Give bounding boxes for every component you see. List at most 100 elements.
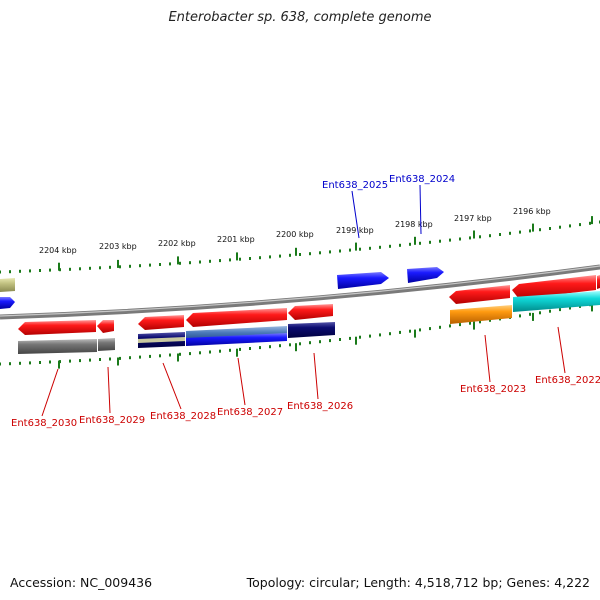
minor-tick	[309, 341, 311, 345]
gene-feature-olive[interactable]	[0, 278, 15, 292]
minor-tick	[519, 230, 521, 234]
gene-feature-ent638-2024[interactable]	[407, 267, 444, 283]
minor-tick	[209, 259, 211, 263]
gene-label[interactable]: Ent638_2027	[217, 407, 283, 418]
minor-tick	[379, 245, 381, 249]
minor-tick	[149, 354, 151, 358]
minor-tick	[89, 266, 91, 270]
minor-tick	[319, 340, 321, 344]
minor-tick	[329, 250, 331, 254]
minor-tick	[449, 238, 451, 242]
minor-tick	[429, 327, 431, 331]
genome-title: Enterobacter sp. 638, complete genome	[168, 10, 432, 25]
minor-tick	[419, 328, 421, 332]
minor-tick	[219, 259, 221, 263]
gene-feature-blue-left[interactable]	[0, 297, 15, 309]
minor-tick	[269, 255, 271, 259]
gene-arrow-ent638-2029[interactable]	[97, 320, 114, 333]
minor-tick	[0, 270, 1, 274]
minor-tick	[389, 244, 391, 248]
minor-tick	[559, 308, 561, 312]
gene-bar-gray-2[interactable]	[98, 338, 115, 351]
major-tick	[236, 348, 238, 357]
minor-tick	[369, 246, 371, 250]
minor-tick	[149, 263, 151, 267]
minor-tick	[349, 248, 351, 252]
gene-feature-ent638-2025[interactable]	[337, 272, 389, 289]
gene-label[interactable]: Ent638_2026	[287, 401, 353, 412]
minor-tick	[489, 318, 491, 322]
minor-tick	[359, 335, 361, 339]
gene-label[interactable]: Ent638_2029	[79, 415, 145, 426]
minor-tick	[439, 325, 441, 329]
minor-tick	[199, 260, 201, 264]
gene-label[interactable]: Ent638_2022	[535, 375, 600, 386]
gene-labels-bottom: Ent638_2030 Ent638_2029 Ent638_2028 Ent6…	[11, 375, 600, 429]
gene-label[interactable]: Ent638_2030	[11, 418, 77, 429]
minor-tick	[79, 267, 81, 271]
minor-tick	[139, 264, 141, 268]
gene-arrow-ent638-2027[interactable]	[186, 308, 287, 327]
minor-tick	[349, 336, 351, 340]
gene-arrow-ent638-2030[interactable]	[18, 320, 96, 335]
major-tick	[532, 223, 534, 232]
gene-bar-orange[interactable]	[450, 305, 512, 324]
gene-arrow-edge[interactable]	[597, 275, 600, 289]
minor-tick	[339, 338, 341, 341]
minor-tick	[519, 314, 521, 318]
minor-tick	[459, 323, 461, 327]
gene-bar-navy[interactable]	[288, 322, 335, 338]
minor-tick	[589, 221, 591, 225]
major-tick	[591, 303, 593, 312]
minor-tick	[409, 329, 411, 333]
minor-tick	[159, 354, 161, 358]
minor-tick	[99, 266, 101, 270]
minor-tick	[289, 253, 291, 257]
scale-label: 2201 kbp	[217, 235, 255, 244]
major-tick	[117, 259, 119, 268]
minor-tick	[369, 334, 371, 338]
minor-tick	[109, 357, 111, 361]
gene-arrow-ent638-2026[interactable]	[288, 304, 333, 320]
minor-tick	[309, 252, 311, 256]
minor-tick	[79, 359, 81, 363]
minor-tick	[389, 332, 391, 336]
minor-tick	[19, 361, 21, 365]
minor-tick	[529, 312, 531, 316]
minor-tick	[279, 344, 281, 348]
minor-tick	[69, 267, 71, 271]
minor-tick	[359, 247, 361, 251]
gene-arrow-ent638-2028[interactable]	[138, 315, 184, 330]
major-tick	[355, 242, 357, 251]
gene-arrow-ent638-2023[interactable]	[449, 285, 510, 304]
minor-tick	[319, 251, 321, 255]
forward-strand-features	[0, 267, 444, 309]
major-tick	[295, 343, 297, 352]
minor-tick	[489, 234, 491, 238]
top-leader-lines	[351, 184, 422, 239]
gene-label[interactable]: Ent638_2024	[389, 174, 455, 185]
minor-tick	[169, 262, 171, 266]
gene-label[interactable]: Ent638_2025	[322, 180, 388, 191]
minor-tick	[29, 361, 31, 365]
minor-tick	[569, 224, 571, 228]
minor-tick	[569, 306, 571, 310]
reverse-strand-features	[18, 275, 600, 354]
scale-label: 2202 kbp	[158, 239, 196, 248]
scale-ticks-outer	[0, 216, 600, 274]
minor-tick	[199, 351, 201, 355]
scale-label: 2199 kbp	[336, 226, 374, 235]
minor-tick	[99, 358, 101, 361]
gene-bar-blue[interactable]	[186, 333, 287, 346]
minor-tick	[189, 261, 191, 265]
scale-label: 2203 kbp	[99, 242, 137, 251]
minor-tick	[429, 240, 431, 244]
gene-arrow-ent638-2022[interactable]	[512, 275, 596, 299]
gene-bar-cyan[interactable]	[513, 291, 600, 312]
major-tick	[295, 247, 297, 256]
minor-tick	[539, 311, 541, 315]
gene-bar-gray-1[interactable]	[18, 339, 97, 354]
scale-label: 2197 kbp	[454, 214, 492, 223]
gene-label[interactable]: Ent638_2023	[460, 384, 526, 395]
gene-label[interactable]: Ent638_2028	[150, 411, 216, 422]
